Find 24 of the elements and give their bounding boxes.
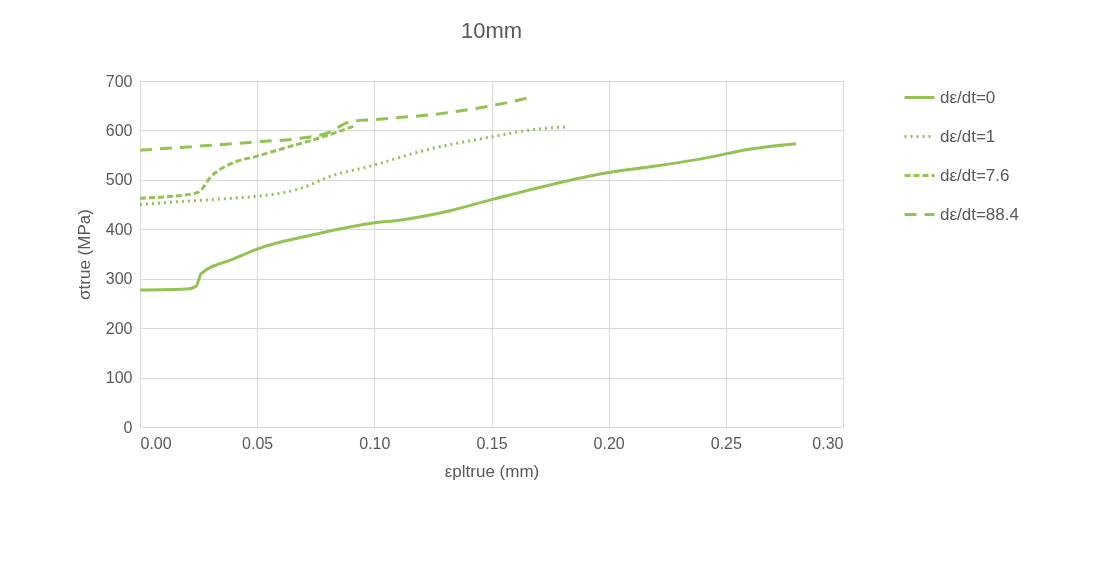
line-series [138, 125, 568, 207]
y-tick-label: 100 [105, 369, 133, 387]
y-tick-label: 700 [105, 72, 133, 90]
x-tick-label: 0.15 [476, 434, 508, 452]
x-tick-label: 0.20 [593, 434, 625, 452]
legend-label: dε/dt=88.4 [940, 204, 1019, 224]
x-axis-title: εpltrue (mm) [444, 461, 540, 481]
legend-label: dε/dt=7.6 [940, 165, 1010, 185]
line-series [138, 142, 798, 292]
y-axis-title: σtrue (MPa) [74, 209, 94, 300]
chart-title: 10mm [460, 18, 523, 43]
y-tick-label: 500 [105, 171, 133, 189]
x-tick-label: 0.25 [710, 434, 743, 452]
y-tick-label: 0 [123, 418, 133, 436]
y-tick-label: 600 [105, 121, 133, 139]
y-tick-label: 200 [105, 319, 133, 337]
y-tick-label: 400 [105, 220, 133, 238]
legend-label: dε/dt=1 [940, 126, 996, 146]
x-tick-label: 0.30 [812, 434, 844, 452]
x-tick-label: 0.00 [140, 434, 172, 452]
y-tick-label: 300 [105, 270, 133, 288]
x-tick-label: 0.10 [359, 434, 391, 452]
x-tick-label: 0.05 [242, 434, 274, 452]
legend-label: dε/dt=0 [940, 87, 996, 107]
